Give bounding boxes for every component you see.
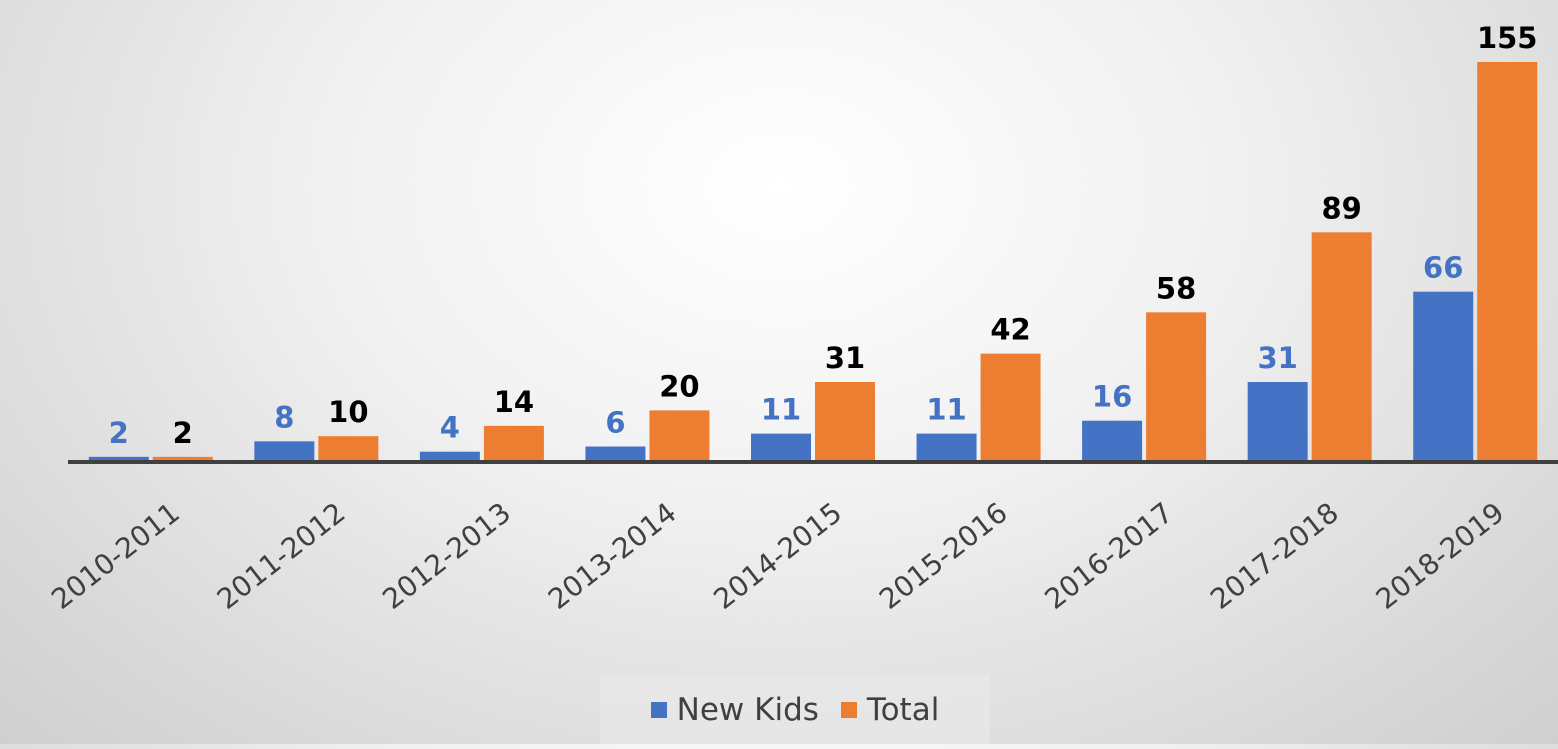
data-label-new-kids-2010-2011: 2 [109, 416, 129, 450]
bar-new-kids-2015-2016 [916, 433, 977, 462]
bar-new-kids-2010-2011 [88, 456, 149, 462]
x-tick-label-2016-2017: 2016-2017 [1039, 496, 1180, 616]
data-label-new-kids-2018-2019: 66 [1423, 251, 1463, 285]
x-tick-label-2017-2018: 2017-2018 [1204, 496, 1345, 616]
data-label-total-2015-2016: 42 [990, 313, 1030, 347]
data-label-new-kids-2014-2015: 11 [761, 393, 801, 427]
x-tick-label-2013-2014: 2013-2014 [542, 496, 683, 616]
data-label-total-2016-2017: 58 [1156, 271, 1196, 305]
x-tick-labels-layer: 2010-2011 2011-2012 2012-2013 2013-2014 2014… [45, 496, 1510, 616]
bar-new-kids-2017-2018 [1247, 382, 1308, 462]
data-label-total-2011-2012: 10 [328, 395, 368, 429]
bar-new-kids-2014-2015 [751, 433, 811, 462]
data-label-new-kids-2016-2017: 16 [1092, 380, 1132, 414]
data-label-new-kids-2017-2018: 31 [1257, 341, 1297, 375]
x-tick-label-2015-2016: 2015-2016 [873, 496, 1014, 616]
bars-layer [88, 62, 1538, 462]
data-labels-layer: 2 2 8 10 4 14 6 20 11 31 11 42 16 58 31 89 66 155 [109, 21, 1538, 450]
x-tick-label-2012-2013: 2012-2013 [376, 496, 517, 616]
data-label-total-2010-2011: 2 [173, 416, 193, 450]
x-tick-label-2011-2012: 2011-2012 [211, 496, 352, 616]
bar-new-kids-2011-2012 [254, 441, 315, 462]
bar-new-kids-2013-2014 [585, 446, 646, 462]
bar-total-2014-2015 [815, 382, 875, 462]
data-label-total-2018-2019: 155 [1477, 21, 1538, 55]
data-label-total-2013-2014: 20 [659, 369, 699, 403]
bar-total-2013-2014 [649, 410, 710, 462]
data-label-total-2017-2018: 89 [1321, 191, 1361, 225]
data-label-new-kids-2013-2014: 6 [605, 406, 625, 440]
legend: New Kids Total [600, 676, 990, 744]
x-tick-label-2010-2011: 2010-2011 [45, 496, 186, 616]
legend-label-total: Total [866, 692, 940, 728]
legend-swatch-new-kids [650, 702, 667, 718]
bar-total-2012-2013 [483, 425, 544, 462]
legend-label-new-kids: New Kids [676, 692, 819, 728]
bar-new-kids-2012-2013 [419, 451, 480, 462]
bar-total-2016-2017 [1146, 312, 1207, 462]
bar-total-2010-2011 [152, 456, 213, 462]
x-tick-label-2014-2015: 2014-2015 [708, 496, 849, 616]
bar-new-kids-2016-2017 [1082, 420, 1143, 462]
data-label-total-2014-2015: 31 [825, 341, 865, 375]
legend-swatch-total [840, 702, 857, 718]
data-label-new-kids-2015-2016: 11 [926, 393, 966, 427]
bar-new-kids-2018-2019 [1413, 291, 1474, 462]
bar-total-2017-2018 [1311, 232, 1372, 462]
data-label-new-kids-2011-2012: 8 [274, 400, 294, 434]
bar-total-2011-2012 [318, 436, 379, 462]
x-tick-label-2018-2019: 2018-2019 [1370, 496, 1511, 616]
data-label-new-kids-2012-2013: 4 [440, 411, 460, 445]
bar-total-2015-2016 [980, 353, 1041, 462]
legend-item-total: Total [840, 692, 940, 728]
data-label-total-2012-2013: 14 [494, 385, 534, 419]
legend-item-new-kids: New Kids [650, 692, 819, 728]
bar-total-2018-2019 [1477, 62, 1538, 462]
